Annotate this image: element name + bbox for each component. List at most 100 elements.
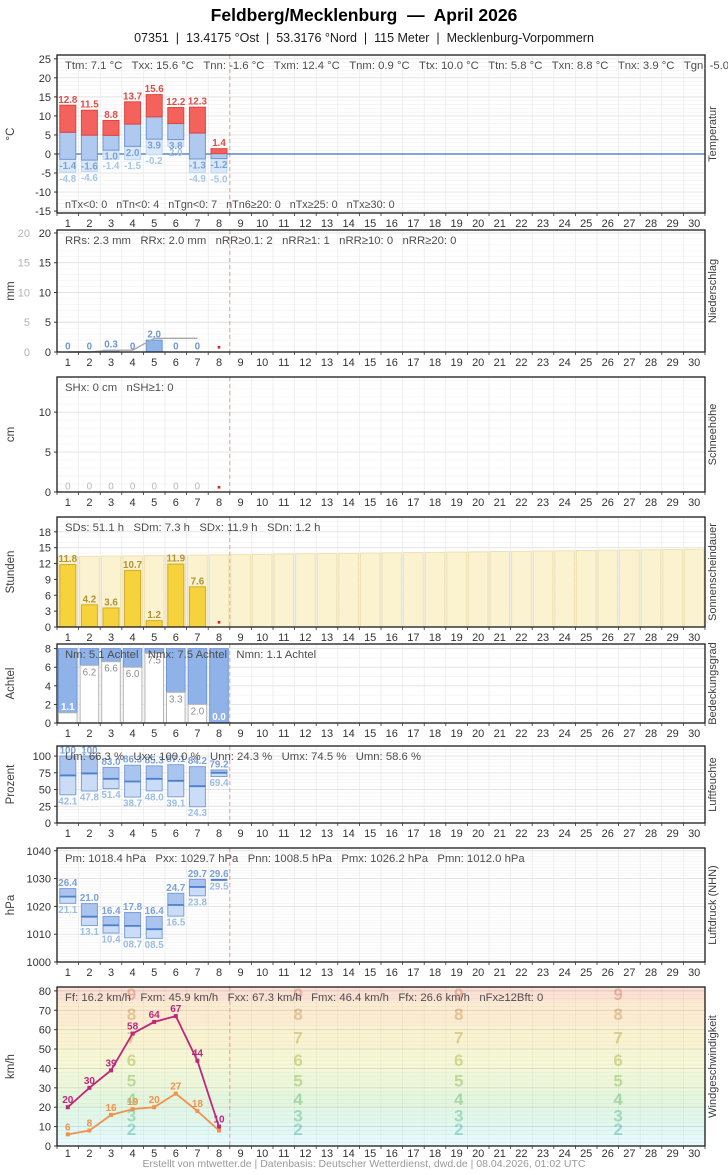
- wind-gusts-point: [217, 1124, 221, 1129]
- beaufort-number: 6: [127, 1051, 136, 1070]
- beaufort-number: 3: [454, 1106, 463, 1125]
- beaufort-band-9: [57, 987, 705, 1002]
- sunshine-value-label: 1.2: [147, 610, 161, 621]
- wind-mean-label: 18: [192, 1099, 204, 1110]
- day-axis-label: 25: [580, 967, 592, 979]
- day-axis-label: 22: [515, 828, 527, 840]
- temp-max-bar: [145, 94, 163, 118]
- day-axis-label: 28: [645, 218, 657, 230]
- wind-gusts-label: 67: [170, 1004, 182, 1015]
- day-axis-label: 13: [321, 967, 333, 979]
- day-axis-label: 12: [299, 632, 311, 644]
- day-axis-label: 22: [515, 218, 527, 230]
- day-axis-label: 30: [688, 967, 700, 979]
- day-axis-label: 10: [256, 967, 268, 979]
- wind-stats-line: Ff: 16.2 km/h Fxm: 45.9 km/h Fxx: 67.3 k…: [65, 992, 543, 1004]
- y-tick-label: 10: [39, 1122, 51, 1134]
- y-tick-label: 5: [45, 317, 51, 329]
- y-tick-label: 0: [45, 487, 51, 499]
- day-axis-label: 11: [278, 218, 289, 230]
- beaufort-number: 4: [127, 1090, 137, 1109]
- beaufort-number: 2: [613, 1120, 622, 1139]
- pressure-max-label: 29.6: [209, 869, 229, 880]
- wind-mean-point: [87, 1128, 92, 1133]
- temp-min-label: 3.8: [169, 141, 183, 152]
- cloud-value-label: 2.0: [191, 706, 205, 717]
- day-axis-label: 5: [151, 1148, 157, 1160]
- day-axis-label: 1: [65, 967, 71, 979]
- temp-min-bar: [102, 134, 120, 151]
- unit-axis-label: cm: [5, 427, 17, 442]
- day-axis-label: 21: [494, 967, 506, 979]
- beaufort-number: 9: [613, 985, 622, 1004]
- day-axis-label: 21: [494, 828, 506, 840]
- y-tick-label: 70: [39, 1005, 51, 1017]
- cloud-value-label: 6.0: [126, 669, 140, 680]
- beaufort-band-5: [57, 1070, 705, 1091]
- sunshine-value-label: 4.2: [83, 594, 97, 605]
- panel-side-label: Luftfeuchte: [707, 757, 719, 811]
- day-axis-label: 13: [321, 218, 333, 230]
- snow-value-label: 0: [65, 482, 71, 493]
- day-axis-label: 6: [173, 497, 179, 509]
- beaufort-number: 6: [293, 1051, 302, 1070]
- day-axis-label: 14: [342, 632, 354, 644]
- beaufort-number: 4: [293, 1090, 303, 1109]
- day-axis-label: 19: [450, 632, 462, 644]
- temp-min-label: 1.0: [104, 152, 118, 163]
- day-axis-label: 17: [407, 497, 419, 509]
- beaufort-band-8: [57, 1001, 705, 1027]
- day-axis-label: 12: [299, 497, 311, 509]
- day-axis-label: 1: [65, 218, 71, 230]
- temp-min-label: -1.2: [211, 160, 228, 171]
- day-axis-label: 23: [537, 218, 549, 230]
- temperature-stats-line: Ttm: 7.1 °C Txx: 15.6 °C Tnn: -1.6 °C Tx…: [65, 60, 728, 72]
- sunshine-bar: [124, 569, 142, 628]
- humidity-min-label: 39.1: [166, 798, 186, 809]
- day-axis-label: 2: [86, 357, 92, 369]
- day-axis-label: 8: [216, 967, 222, 979]
- snow-value-label: 0: [151, 482, 157, 493]
- day-axis-label: 2: [86, 632, 92, 644]
- beaufort-number: 6: [613, 1051, 622, 1070]
- wind-mean-point: [65, 1132, 70, 1137]
- sun-possible-bar: [316, 553, 338, 628]
- y-tick-label: 0: [45, 818, 51, 830]
- missing-data-dot: [217, 486, 221, 489]
- humidity-range-lower: [80, 772, 98, 792]
- humidity-max-label: 86.3: [123, 755, 143, 766]
- day-axis-label: 15: [364, 967, 376, 979]
- sun-possible-bar: [338, 552, 359, 628]
- day-axis-label: 18: [429, 497, 441, 509]
- day-axis-label: 24: [558, 497, 570, 509]
- wind-mean-point: [217, 1128, 221, 1133]
- temp-max-bar: [167, 107, 185, 125]
- day-axis-label: 13: [321, 828, 333, 840]
- y-tick-label: 20: [39, 73, 51, 85]
- day-axis-label: 22: [515, 967, 527, 979]
- day-axis-label: 27: [623, 1148, 635, 1160]
- y-tick-label: 0: [45, 718, 51, 730]
- day-axis-label: 9: [238, 967, 244, 979]
- day-axis-label: 19: [450, 728, 462, 740]
- day-axis-label: 2: [86, 218, 92, 230]
- sun-possible-bar: [662, 549, 683, 628]
- day-axis-label: 2: [86, 497, 92, 509]
- panel-side-label: Niederschlag: [707, 259, 719, 323]
- day-axis-label: 17: [407, 728, 419, 740]
- panel-side-label: Schneehöhe: [707, 404, 719, 466]
- snow-value-label: 0: [195, 482, 201, 493]
- cloud-value-label: 6.6: [104, 664, 118, 675]
- day-axis-label: 19: [450, 218, 462, 230]
- sun-possible-bar: [273, 553, 295, 628]
- humidity-range-upper: [167, 764, 185, 782]
- humidity-max-label: 84.2: [188, 756, 208, 767]
- temp-min-bar: [167, 123, 185, 141]
- day-axis-label: 24: [558, 632, 570, 644]
- sun-possible-bar: [532, 550, 554, 628]
- sunshine-value-label: 7.6: [191, 576, 205, 587]
- beaufort-number: 3: [613, 1106, 622, 1125]
- humidity-min-label: 47.8: [80, 792, 100, 803]
- beaufort-band-3: [57, 1107, 705, 1123]
- day-axis-label: 4: [130, 728, 136, 740]
